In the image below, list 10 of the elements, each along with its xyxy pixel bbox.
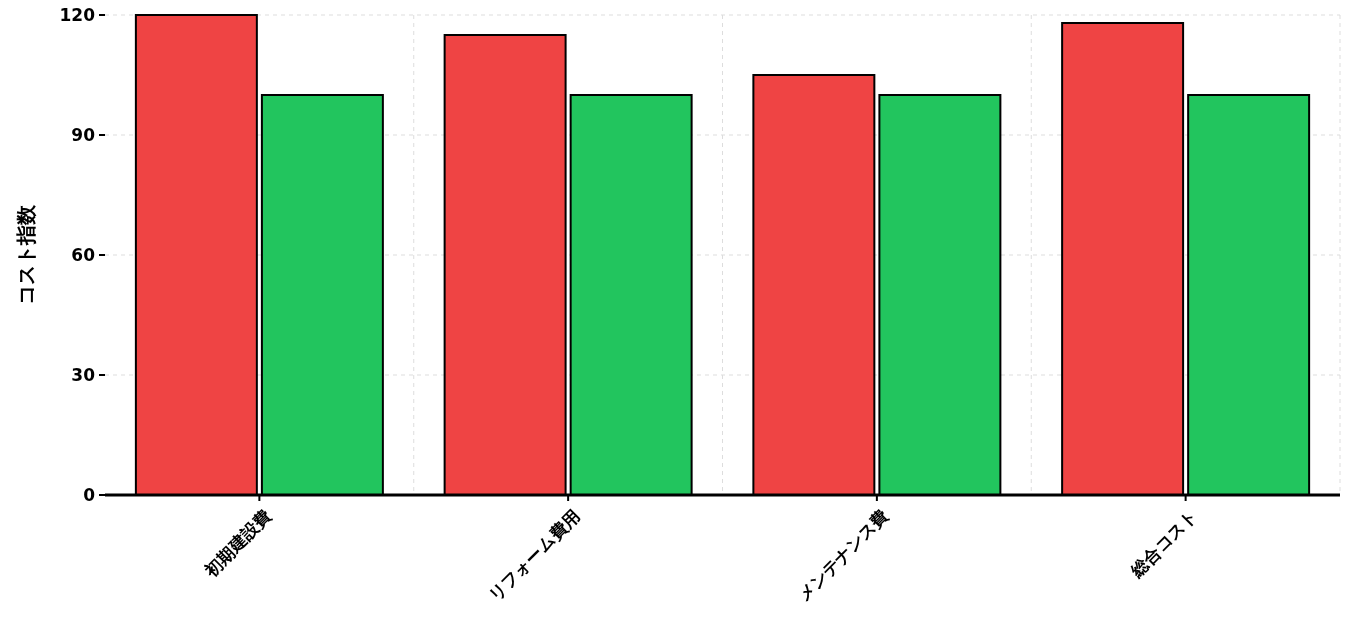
y-tick-label: 0 bbox=[83, 484, 96, 505]
y-tick-label: 60 bbox=[71, 244, 96, 265]
x-tick-label: メンテナンス費 bbox=[793, 506, 893, 605]
y-tick-label: 90 bbox=[71, 124, 96, 145]
y-tick-label: 120 bbox=[59, 4, 96, 25]
x-tick-label: 初期建設費 bbox=[199, 506, 275, 582]
x-tick-label: リフォーム費用 bbox=[485, 506, 584, 605]
x-tick-label: 総合コスト bbox=[1125, 506, 1201, 582]
y-tick-label: 30 bbox=[71, 364, 96, 385]
y-axis-title: コスト指数 bbox=[14, 204, 38, 305]
